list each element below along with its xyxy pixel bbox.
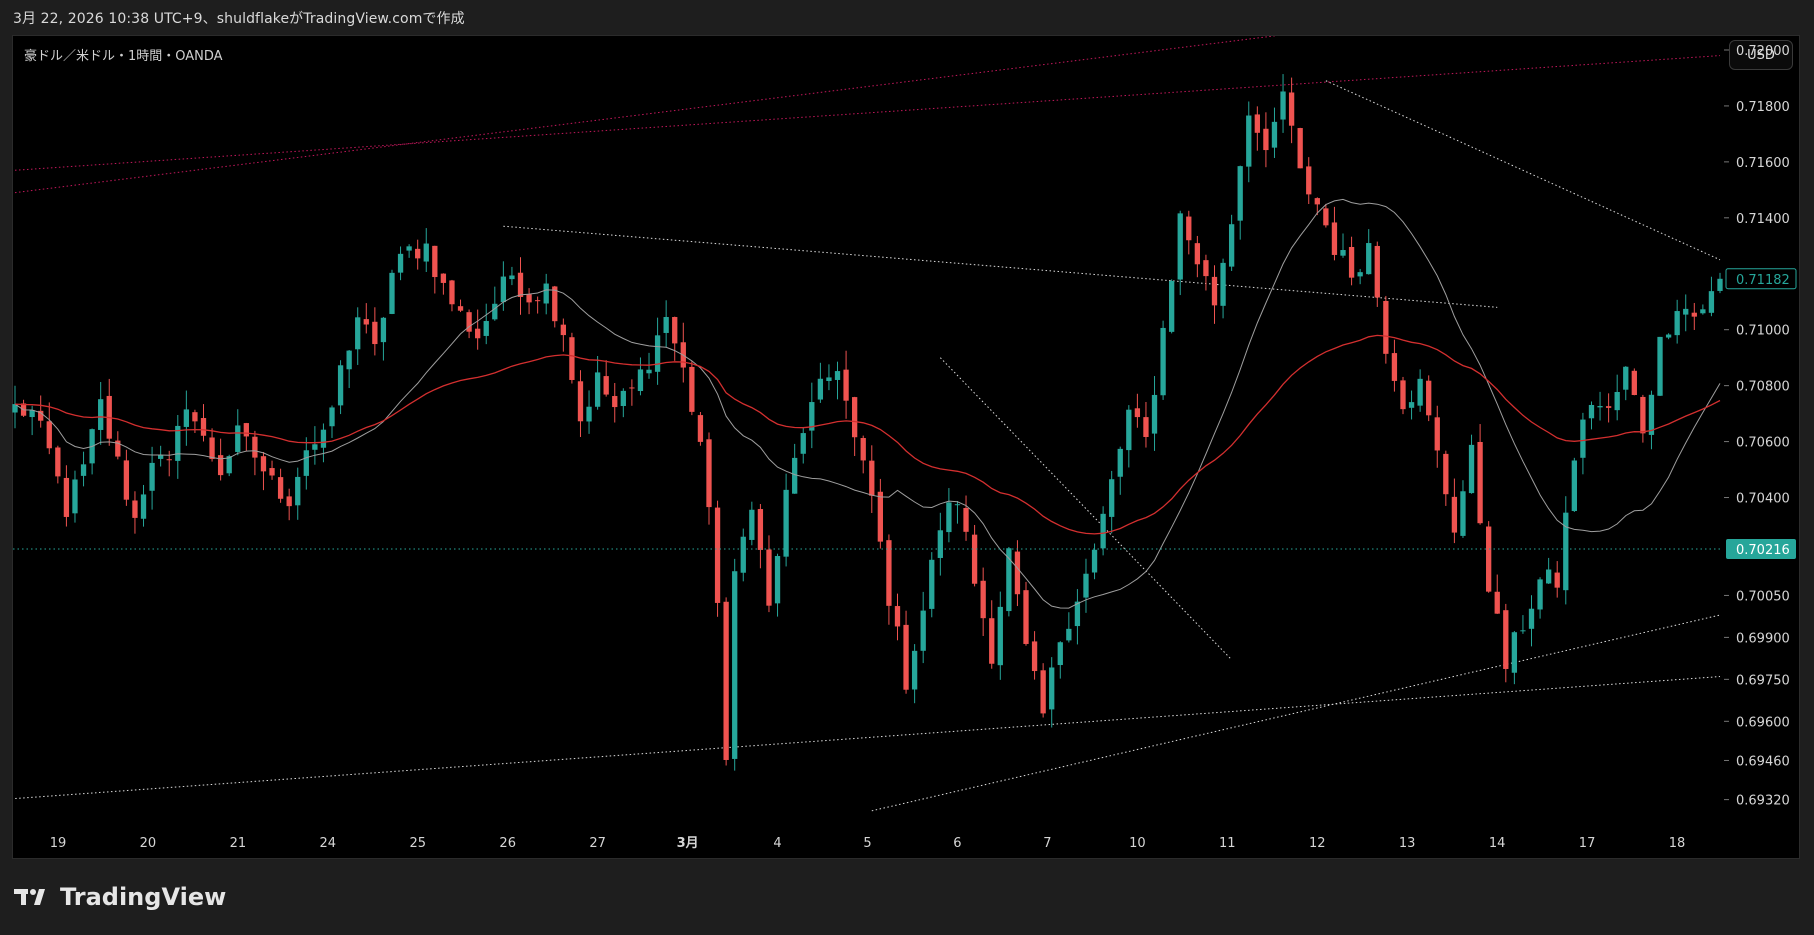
symbol-label: 豪ドル／米ドル・1時間・OANDA [24,49,223,64]
tradingview-logo[interactable]: TradingView [14,883,226,911]
chart-panel[interactable] [12,35,1800,859]
tradingview-logo-text: TradingView [60,883,227,911]
tradingview-logo-icon [14,889,45,905]
chart-caption: 3月 22, 2026 10:38 UTC+9、shuldflakeがTradi… [13,11,465,27]
currency-button[interactable]: USD [1729,40,1793,70]
